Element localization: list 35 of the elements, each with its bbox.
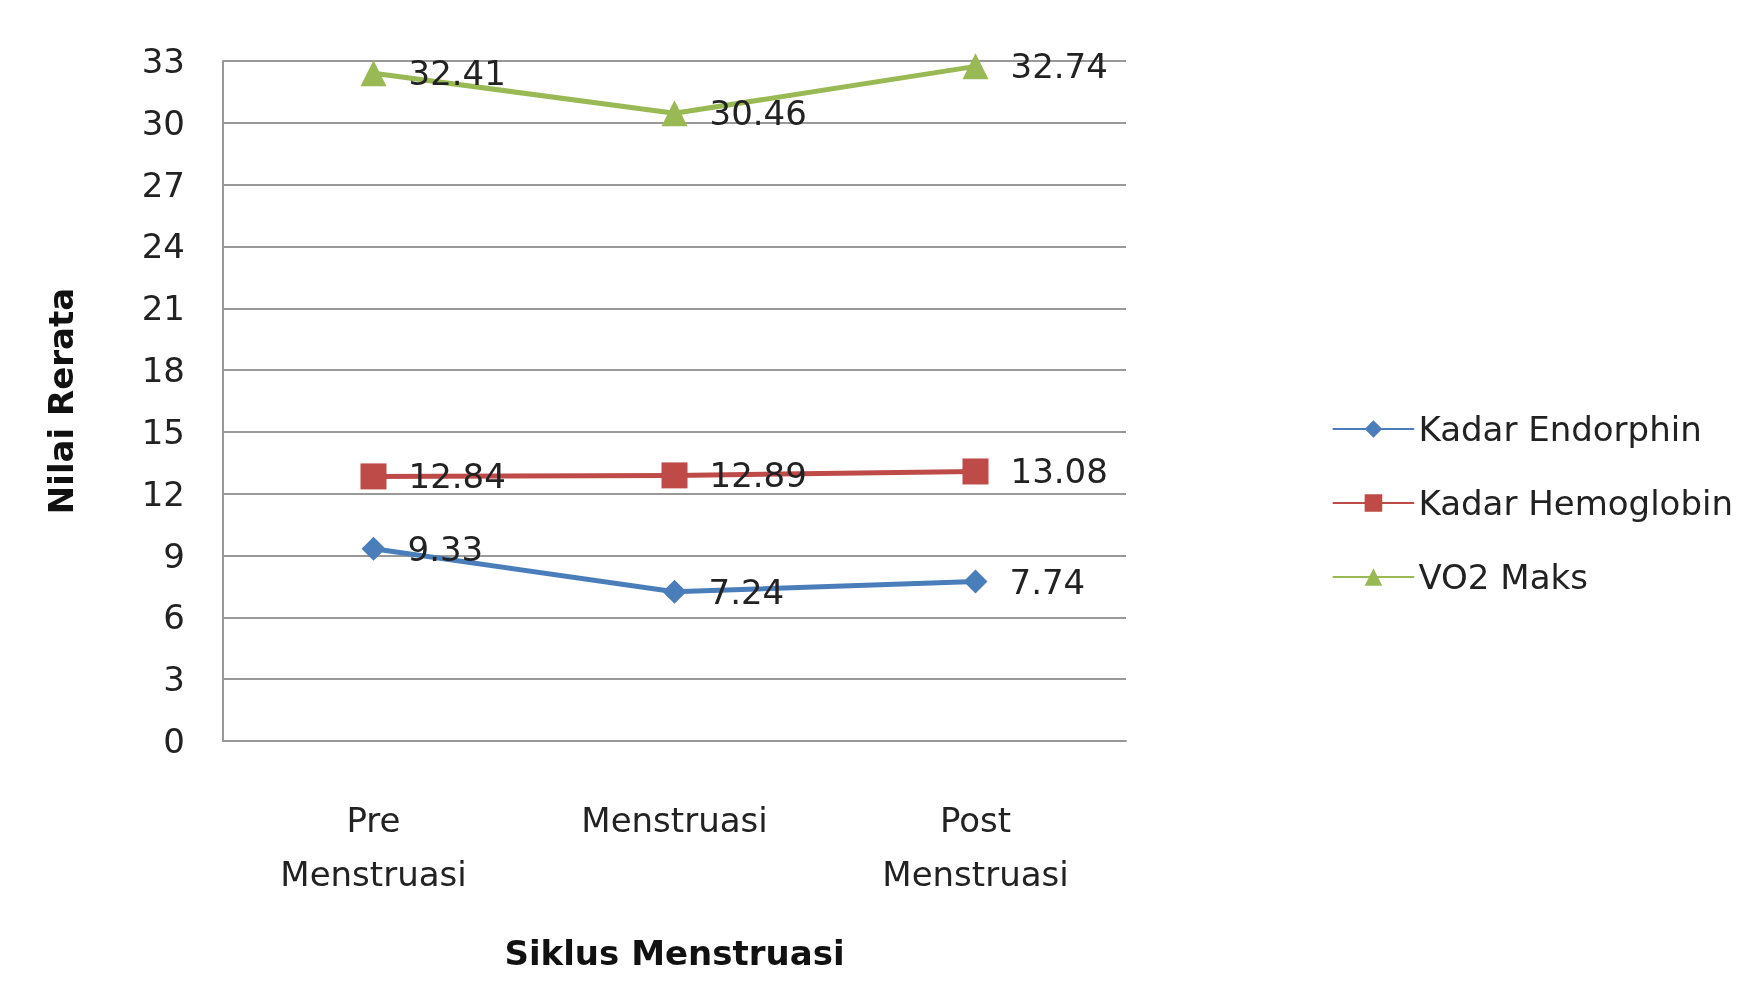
y-tick-label: 27 <box>141 164 185 205</box>
y-tick-label: 24 <box>141 226 185 267</box>
data-label: 32.74 <box>1010 46 1108 87</box>
x-axis-title: Siklus Menstruasi <box>504 933 845 973</box>
data-label: 13.08 <box>1010 451 1108 492</box>
legend-label: VO2 Maks <box>1418 557 1588 597</box>
x-tick-label: Pre Menstruasi <box>280 800 467 894</box>
data-label: 9.33 <box>407 528 484 569</box>
y-tick-label: 30 <box>141 102 185 143</box>
y-tick-label: 18 <box>141 350 185 391</box>
legend-label: Kadar Endorphin <box>1418 409 1702 449</box>
x-tick-label: Post Menstruasi <box>882 800 1069 894</box>
y-tick-label: 6 <box>163 597 185 638</box>
y-axis-title: Nilai Rerata <box>41 287 81 515</box>
y-tick-label: 12 <box>141 473 185 514</box>
legend-label: Kadar Hemoglobin <box>1418 483 1734 523</box>
point <box>360 60 387 87</box>
point <box>962 458 989 485</box>
point <box>963 569 988 594</box>
point <box>962 53 989 80</box>
y-tick-label: 0 <box>163 721 185 761</box>
y-tick-label: 15 <box>141 411 185 452</box>
y-tick-label: 33 <box>141 41 185 81</box>
point <box>661 100 688 127</box>
point <box>361 536 386 561</box>
data-label: 32.41 <box>408 53 506 94</box>
point <box>662 579 687 604</box>
data-label: 30.46 <box>709 93 807 134</box>
y-tick-label: 21 <box>141 288 185 329</box>
y-tick-label: 9 <box>163 535 185 576</box>
point <box>360 463 387 490</box>
point <box>661 462 688 489</box>
data-label: 7.74 <box>1009 561 1086 602</box>
x-tick-label: Menstruasi <box>581 800 768 840</box>
y-tick-label: 3 <box>163 659 185 700</box>
